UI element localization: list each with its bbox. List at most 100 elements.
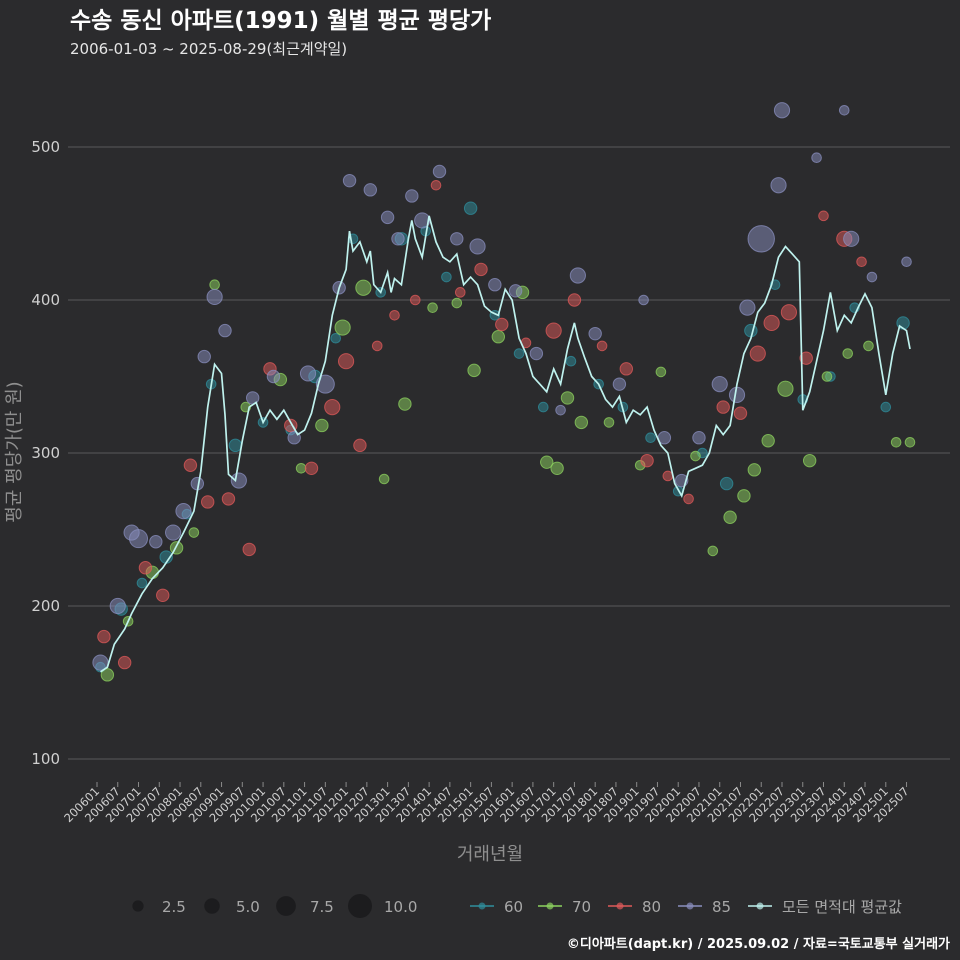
legend-dot [686,902,694,910]
point-85 [770,177,787,194]
point-70 [427,302,438,313]
point-80 [716,400,730,414]
legend-dot [756,902,764,910]
point-70 [842,348,854,359]
point-85 [588,326,602,341]
point-70 [863,340,874,352]
point-70 [761,434,775,448]
point-85 [266,369,281,384]
gridlines [68,146,950,760]
point-85 [230,472,247,489]
size-legend-label: 2.5 [162,898,186,916]
point-85 [405,189,419,203]
point-85 [469,238,486,255]
size-legend-label: 5.0 [236,898,260,916]
point-80 [780,304,798,321]
point-70 [723,510,737,524]
point-80 [389,310,400,321]
size-legend-dot [276,896,296,916]
point-70 [574,415,589,430]
point-80 [596,340,608,352]
point-85 [529,346,544,361]
point-60 [744,323,758,338]
point-70 [904,436,916,448]
y-axis-label: 평균 평당가(만 원) [4,381,25,522]
scatter-points [92,102,916,682]
point-80 [324,399,341,416]
point-80 [304,461,319,475]
point-85 [299,365,317,382]
point-80 [662,470,674,482]
point-70 [821,371,833,382]
point-85 [315,374,335,394]
point-80 [117,655,132,670]
point-85 [218,323,232,338]
average-line [100,215,911,673]
point-85 [432,164,447,179]
point-80 [183,458,198,472]
legend-label: 85 [712,898,731,916]
point-85 [612,377,627,391]
point-85 [728,386,746,403]
chart-subtitle: 2006-01-03 ~ 2025-08-29(최근계약일) [70,40,347,58]
point-60 [880,401,892,413]
y-tick-label: 200 [31,597,60,615]
point-80 [201,495,215,509]
point-70 [777,380,794,397]
point-60 [565,355,577,367]
point-70 [747,463,762,477]
legend-label: 80 [642,898,661,916]
point-80 [567,293,582,307]
point-70 [550,461,564,475]
point-85 [692,431,706,445]
point-85 [739,299,756,316]
point-70 [890,436,902,448]
point-80 [640,453,654,468]
legend-dot [478,902,486,910]
point-70 [655,366,667,378]
point-85 [342,173,357,188]
point-80 [371,340,383,352]
point-80 [337,353,355,370]
point-80 [763,314,780,332]
point-60 [330,332,342,344]
y-tick-label: 100 [31,750,60,768]
point-80 [749,345,766,362]
size-legend-label: 7.5 [310,898,334,916]
size-legend-dot [204,898,220,914]
legend-dot [616,902,624,910]
point-70 [451,297,463,309]
point-80 [454,287,466,298]
point-80 [156,588,170,602]
legend-label: 70 [572,898,591,916]
point-85 [569,267,586,284]
point-85 [747,225,775,253]
point-80 [683,493,694,505]
x-axis-ticks: 2006012006072007012007072008012008072009… [61,782,912,825]
point-85 [149,535,163,549]
point-60 [463,201,478,215]
point-60 [136,577,148,589]
point-85 [206,288,223,306]
color-legend: 60 70 80 85 모든 면적대 평균값 [470,898,902,916]
point-80 [856,256,867,268]
point-80 [242,542,256,557]
size-legend-label: 10.0 [384,898,417,916]
point-80 [818,210,829,222]
point-85 [901,256,912,268]
point-80 [799,351,813,365]
point-85 [866,271,878,283]
point-70 [378,473,390,485]
point-85 [508,284,523,298]
point-60 [228,438,243,453]
y-tick-label: 500 [31,138,60,156]
point-70 [295,463,307,474]
point-85 [165,524,182,541]
point-80 [221,492,236,506]
point-70 [398,397,412,411]
point-70 [188,527,200,538]
point-85 [129,529,149,549]
x-axis-label: 거래년월 [457,844,523,865]
point-70 [100,668,115,682]
y-axis-ticks: 100 200 300 400 500 [31,138,60,768]
